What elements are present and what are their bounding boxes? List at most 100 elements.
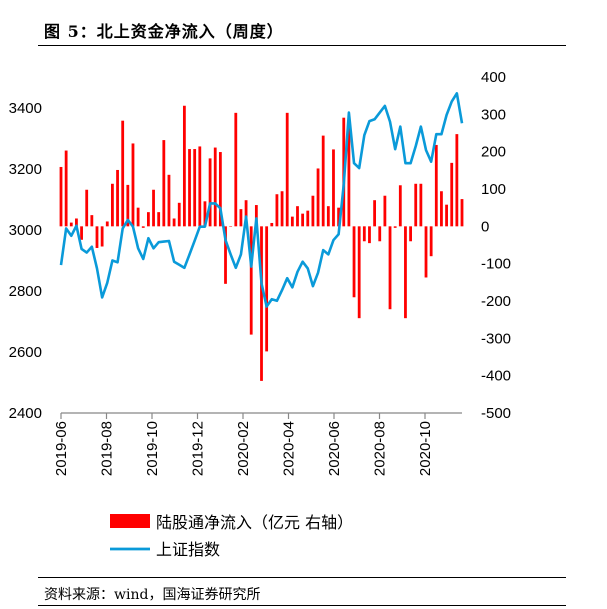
bar-62 — [378, 226, 382, 242]
bar-46 — [296, 206, 299, 227]
bar-76 — [450, 162, 454, 227]
bar-13 — [126, 184, 130, 227]
right-y-tick-label: -200 — [481, 293, 511, 310]
bar-57 — [352, 226, 356, 298]
bar-15 — [136, 207, 140, 227]
x-tick-label: 2020-06 — [326, 421, 343, 476]
bar-61 — [373, 200, 377, 227]
bar-19 — [157, 212, 161, 227]
x-tick-label: 2020-04 — [281, 421, 298, 476]
bar-1 — [64, 150, 68, 227]
bar-45 — [290, 216, 294, 227]
bar-78 — [460, 199, 464, 227]
source-rule-top — [38, 577, 566, 578]
bar-32 — [224, 226, 227, 284]
bar-31 — [218, 152, 222, 227]
bar-39 — [260, 226, 263, 381]
title-rule — [38, 45, 566, 46]
bar-24 — [182, 105, 186, 227]
legend-swatch-bars — [110, 514, 150, 528]
line-shanghai-index — [59, 92, 464, 308]
bar-2 — [69, 222, 73, 227]
x-tick-label: 2020-08 — [372, 421, 389, 476]
bar-10 — [111, 183, 114, 227]
bar-53 — [332, 149, 335, 227]
x-tick-label: 2020-10 — [417, 421, 434, 476]
bar-20 — [162, 140, 166, 227]
bar-12 — [121, 120, 125, 227]
bar-7 — [95, 226, 99, 248]
right-y-tick-label: 400 — [481, 69, 506, 86]
bar-47 — [301, 213, 305, 227]
right-y-tick-label: 200 — [481, 144, 506, 161]
bar-25 — [188, 149, 191, 227]
bar-60 — [368, 226, 371, 244]
bar-51 — [321, 135, 325, 227]
bar-54 — [337, 207, 341, 227]
bar-56 — [347, 126, 351, 227]
x-tick-label: 2019-10 — [144, 421, 161, 476]
right-y-tick-label: 100 — [481, 181, 506, 198]
right-y-tick-label: -300 — [481, 330, 511, 347]
bar-23 — [177, 202, 181, 227]
bar-3 — [75, 218, 78, 227]
bar-35 — [239, 209, 243, 227]
bar-16 — [141, 226, 145, 228]
bar-30 — [213, 147, 217, 227]
bar-65 — [393, 226, 397, 228]
bar-37 — [249, 226, 253, 335]
left-y-tick-label: 2800 — [9, 283, 42, 300]
source-note: 资料来源：wind，国海证券研究所 — [44, 587, 261, 603]
bar-40 — [265, 226, 269, 352]
x-tick-label: 2019-08 — [99, 421, 116, 476]
x-tick-label: 2019-12 — [190, 421, 207, 476]
bar-63 — [383, 195, 387, 227]
right-y-tick-label: 0 — [481, 218, 489, 235]
left-y-tick-label: 3200 — [9, 161, 42, 178]
bar-29 — [208, 158, 212, 227]
bar-22 — [172, 218, 176, 227]
bar-71 — [424, 226, 428, 278]
bar-17 — [146, 212, 150, 227]
bar-38 — [254, 205, 258, 227]
bar-27 — [198, 146, 202, 227]
bar-8 — [100, 226, 104, 247]
bar-6 — [90, 215, 94, 227]
bar-26 — [193, 149, 197, 227]
bar-18 — [152, 189, 155, 227]
bar-49 — [311, 195, 315, 227]
bar-77 — [455, 134, 459, 227]
chart-title: 图 5：北上资金净流入（周度） — [44, 22, 284, 41]
bar-72 — [429, 226, 433, 257]
left-y-tick-label: 3400 — [9, 100, 42, 117]
bar-34 — [234, 112, 238, 227]
bar-33 — [229, 226, 233, 227]
bar-64 — [388, 226, 392, 310]
bar-4 — [80, 226, 83, 240]
bar-28 — [203, 201, 207, 227]
bar-58 — [357, 226, 361, 319]
left-y-tick-label: 2600 — [9, 344, 42, 361]
bar-14 — [131, 143, 135, 227]
right-y-tick-label: -400 — [481, 368, 511, 385]
bar-66 — [398, 185, 402, 227]
bar-0 — [59, 166, 63, 227]
bar-36 — [244, 200, 248, 227]
bar-69 — [414, 183, 418, 227]
right-y-tick-label: 300 — [481, 106, 506, 123]
bar-42 — [275, 194, 279, 227]
legend-label-bars: 陆股通净流入（亿元 右轴） — [156, 513, 353, 532]
bar-44 — [285, 112, 289, 227]
bar-11 — [116, 169, 119, 227]
right-y-tick-label: -100 — [481, 256, 511, 273]
right-y-tick-label: -500 — [481, 405, 511, 422]
bar-73 — [434, 144, 438, 227]
bar-9 — [105, 221, 109, 227]
bar-21 — [167, 174, 171, 227]
bar-5 — [85, 189, 89, 227]
source-rule-bottom — [38, 605, 566, 606]
left-y-tick-label: 3000 — [9, 222, 42, 239]
legend-label-line: 上证指数 — [156, 540, 220, 559]
bar-67 — [404, 226, 407, 319]
